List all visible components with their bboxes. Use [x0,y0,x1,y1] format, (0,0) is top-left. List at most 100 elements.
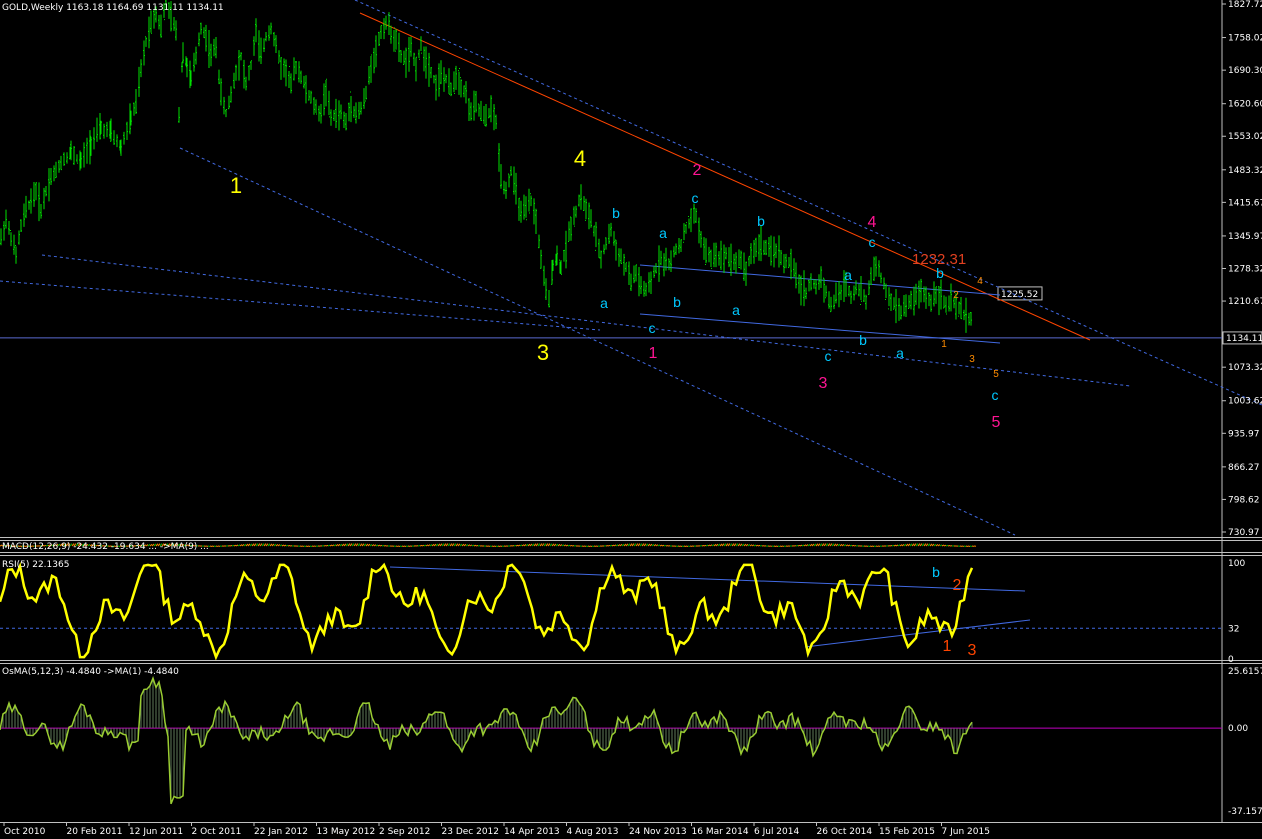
macd-line [65,543,69,547]
macd-line [607,544,611,547]
wave-label: 3 [537,340,549,365]
macd-line [163,543,167,547]
price-bar [590,209,592,228]
price-bar [253,36,255,56]
macd-line [923,543,927,547]
price-bar [738,249,740,269]
macd-line [939,544,943,547]
macd-line [157,543,161,547]
price-bar [780,249,782,266]
price-bar [443,67,445,92]
macd-line [169,543,173,547]
price-bar [170,1,172,32]
price-bar [600,250,602,269]
price-bar [875,256,877,277]
macd-line [651,543,655,547]
price-bar [710,249,712,269]
price-bar [580,184,582,210]
price-bar [648,272,650,293]
price-tick-label: 1758.02 [1228,34,1262,44]
price-bar [713,242,715,268]
time-tick-label: 6 Jul 2014 [754,827,799,837]
price-bar [773,236,775,268]
price-bar [408,37,410,72]
price-bar [828,291,830,309]
macd-line [523,544,527,547]
macd-line [637,543,641,547]
price-bar [505,181,507,199]
price-bar [635,264,637,282]
macd-line [747,544,751,547]
osma-panel[interactable] [0,675,1222,805]
price-bar [458,67,460,95]
price-bar [20,219,22,233]
macd-line [427,544,431,547]
macd-line [825,543,829,547]
price-bar [838,280,840,308]
wave-label: b [859,332,867,348]
macd-line [717,543,721,547]
time-tick-label: 16 Mar 2014 [692,827,749,837]
macd-line [55,543,59,547]
wave-label: a [600,295,608,311]
price-bar [845,271,847,297]
price-bar [415,56,417,82]
price-bar [375,35,377,68]
macd-line [657,544,661,547]
price-bar [748,255,750,267]
macd-line [719,543,723,547]
price-bar [963,309,965,321]
price-bar [385,15,387,30]
price-tick-label: 1415.67 [1228,198,1262,208]
price-bar [670,250,672,272]
macd-line [49,544,53,547]
rsi-panel[interactable] [0,561,1222,661]
price-bar [5,209,7,229]
price-bar [25,195,27,219]
macd-line [245,543,249,547]
macd-line [77,543,81,547]
price-bar [145,36,147,47]
macd-line [733,543,737,547]
price-bar [556,245,558,266]
price-bar [493,104,495,131]
price-bar [135,88,137,115]
macd-line [821,543,825,547]
price-bar [655,263,657,274]
wave-label: 1 [943,638,952,655]
price-bar [3,221,5,241]
price-bar [920,278,922,303]
price-bar [940,279,942,310]
price-bar [790,248,792,280]
price-bar [380,25,382,40]
osma-line [0,675,973,805]
price-bar [438,63,440,97]
price-bar [810,273,812,291]
price-bar [13,234,15,255]
price-bar [943,295,945,309]
price-bar [725,247,727,260]
price-bar [703,237,705,260]
price-bar [735,252,737,274]
macd-line [149,543,153,547]
time-tick-label: Oct 2010 [4,827,46,837]
macd-line [613,544,617,547]
macd-line [943,544,947,547]
price-bar [678,238,680,254]
price-bar [238,50,240,81]
macd-line [367,543,371,547]
price-bar [870,267,872,285]
time-tick-label: 23 Dec 2012 [442,827,500,837]
price-bar [103,123,105,139]
price-bar [938,286,940,316]
wave-label: 1 [230,173,242,198]
price-bar [783,254,785,274]
macd-line [379,544,383,547]
price-bar [873,256,875,281]
time-tick-label: 2 Sep 2012 [379,827,430,837]
macd-line [741,543,745,547]
wave-label: b [612,205,620,221]
